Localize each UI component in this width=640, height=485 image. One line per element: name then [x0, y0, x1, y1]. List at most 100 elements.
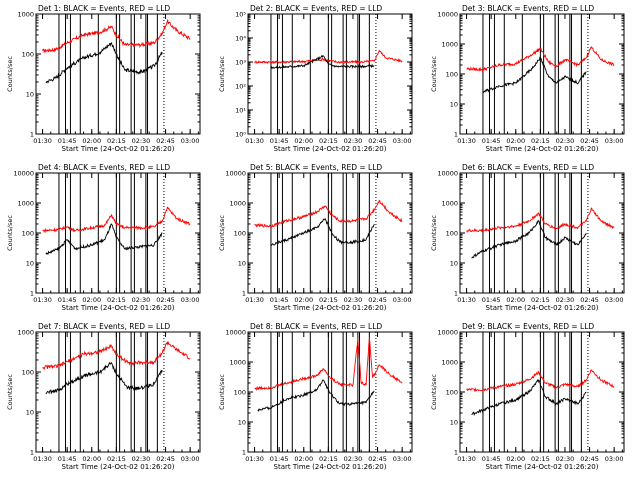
y-tick-label: 10¹	[235, 107, 246, 115]
panel-title: Det 9: BLACK = Events, RED = LLD	[462, 322, 594, 331]
x-axis-label: Start Time (24-Oct-02 01:26:20)	[486, 145, 599, 153]
series-lld-line	[254, 337, 403, 391]
y-axis-label: Counts/sec	[430, 56, 438, 92]
x-tick-label: 02:45	[368, 137, 387, 145]
y-tick-label: 10²	[235, 83, 246, 91]
panel-det-7: Det 7: BLACK = Events, RED = LLD 1 10 100 10…	[6, 322, 201, 471]
x-axis-label: Start Time (24-Oct-02 01:26:20)	[62, 463, 175, 471]
series-events-line	[471, 219, 587, 259]
x-tick-label: 03:00	[605, 137, 624, 145]
panel-title: Det 2: BLACK = Events, RED = LLD	[250, 4, 382, 13]
y-tick-label: 10000	[437, 11, 458, 19]
x-tick-label: 03:00	[181, 455, 200, 463]
x-tick-label: 01:30	[457, 296, 476, 304]
x-tick-label: 03:00	[393, 137, 412, 145]
x-tick-label: 02:30	[344, 137, 363, 145]
x-tick-label: 01:45	[270, 296, 289, 304]
x-tick-label: 01:45	[482, 137, 501, 145]
x-axis-label: Start Time (24-Oct-02 01:26:20)	[486, 304, 599, 312]
y-tick-label: 1000	[441, 359, 458, 367]
y-tick-label: 1	[454, 290, 458, 298]
y-tick-label: 1	[30, 449, 34, 457]
x-tick-label: 02:45	[580, 137, 599, 145]
x-tick-label: 02:15	[531, 455, 550, 463]
x-tick-label: 02:15	[531, 137, 550, 145]
y-tick-label: 10000	[437, 329, 458, 337]
y-tick-label: 10⁵	[235, 11, 246, 19]
y-axis-label: Counts/sec	[218, 56, 226, 92]
panel-title: Det 5: BLACK = Events, RED = LLD	[250, 163, 382, 172]
x-tick-label: 02:15	[107, 296, 126, 304]
y-axis-label: Counts/sec	[430, 215, 438, 251]
y-tick-label: 1000	[441, 200, 458, 208]
x-tick-label: 02:00	[294, 455, 313, 463]
y-tick-label: 100	[234, 389, 246, 397]
x-tick-label: 02:00	[506, 455, 525, 463]
y-axis-label: Counts/sec	[6, 56, 14, 92]
series-events-line	[45, 361, 163, 395]
panel-det-1: Det 1: BLACK = Events, RED = LLD 1 10 100 10…	[6, 4, 201, 153]
x-axis-label: Start Time (24-Oct-02 01:26:20)	[62, 145, 175, 153]
panel-title: Det 1: BLACK = Events, RED = LLD	[38, 4, 170, 13]
y-tick-label: 10000	[13, 170, 34, 178]
x-tick-label: 01:30	[33, 296, 52, 304]
x-tick-label: 03:00	[605, 455, 624, 463]
panel-det-9: Det 9: BLACK = Events, RED = LLD 1 10 100 10…	[430, 322, 625, 471]
x-tick-label: 02:45	[156, 137, 175, 145]
plot-frame	[247, 172, 413, 294]
x-tick-label: 03:00	[605, 296, 624, 304]
panel-title: Det 3: BLACK = Events, RED = LLD	[462, 4, 594, 13]
x-tick-label: 01:30	[33, 455, 52, 463]
plot-frame	[459, 13, 625, 135]
series-events-line	[270, 217, 375, 246]
x-tick-label: 02:30	[132, 137, 151, 145]
series-lld-line	[42, 340, 191, 371]
x-tick-label: 02:15	[531, 296, 550, 304]
plot-frame	[459, 331, 625, 453]
x-tick-label: 02:45	[368, 455, 387, 463]
x-tick-label: 02:00	[82, 137, 101, 145]
x-tick-label: 02:00	[506, 296, 525, 304]
plot-frame	[35, 13, 201, 135]
x-tick-label: 01:30	[245, 455, 264, 463]
x-tick-label: 02:30	[556, 455, 575, 463]
series-lld-line	[254, 200, 403, 228]
y-tick-label: 100	[22, 51, 34, 59]
x-tick-label: 02:00	[506, 137, 525, 145]
x-tick-label: 03:00	[181, 296, 200, 304]
x-tick-label: 02:45	[368, 296, 387, 304]
series-lld-line	[42, 206, 191, 234]
y-tick-label: 1000	[229, 200, 246, 208]
y-tick-label: 1	[30, 290, 34, 298]
x-tick-label: 01:45	[58, 137, 77, 145]
y-tick-label: 100	[446, 71, 458, 79]
panel-det-4: Det 4: BLACK = Events, RED = LLD 1 10 100 10…	[6, 163, 201, 312]
y-tick-label: 1000	[17, 11, 34, 19]
x-tick-label: 02:30	[132, 455, 151, 463]
x-axis-label: Start Time (24-Oct-02 01:26:20)	[274, 145, 387, 153]
series-events-line	[45, 41, 163, 84]
x-tick-label: 02:00	[82, 296, 101, 304]
y-tick-label: 1000	[441, 41, 458, 49]
y-tick-label: 1000	[17, 200, 34, 208]
plot-frame	[247, 331, 413, 453]
y-axis-label: Counts/sec	[6, 215, 14, 251]
panel-title: Det 4: BLACK = Events, RED = LLD	[38, 163, 170, 172]
series-events-line	[257, 379, 375, 412]
x-tick-label: 02:45	[580, 296, 599, 304]
x-tick-label: 02:45	[580, 455, 599, 463]
y-tick-label: 10	[26, 260, 34, 268]
y-tick-label: 10000	[437, 170, 458, 178]
series-lld-line	[466, 207, 615, 233]
x-tick-label: 02:45	[156, 296, 175, 304]
series-lld-line	[466, 46, 615, 72]
x-tick-label: 01:45	[58, 296, 77, 304]
plot-frame	[247, 13, 413, 135]
x-tick-label: 02:00	[82, 455, 101, 463]
series-lld-line	[466, 369, 615, 393]
x-tick-label: 02:45	[156, 455, 175, 463]
x-tick-label: 02:15	[107, 137, 126, 145]
y-tick-label: 1	[454, 449, 458, 457]
y-tick-label: 10	[450, 260, 458, 268]
